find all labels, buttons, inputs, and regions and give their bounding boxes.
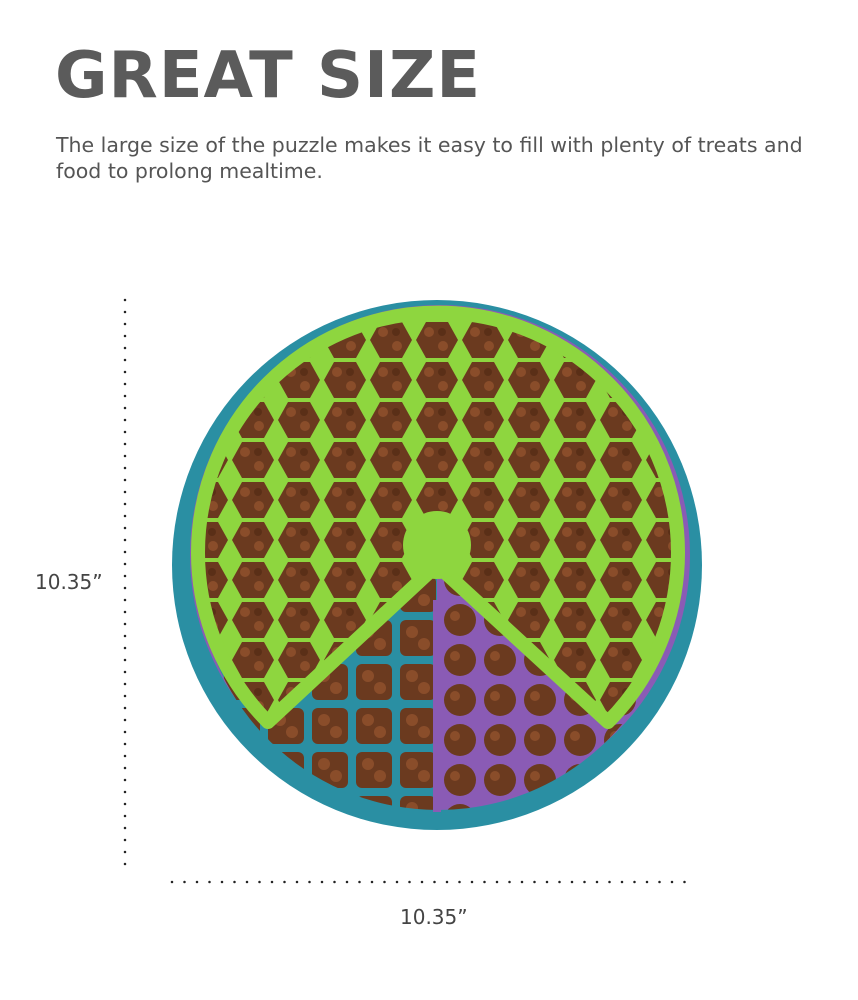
width-label: 10.35” [400,905,468,929]
page-title: GREAT SIZE [55,39,482,113]
height-label: 10.35” [35,570,103,594]
center-logo-disc [403,511,471,579]
description: The large size of the puzzle makes it ea… [56,133,803,183]
puzzle-bowl [172,300,702,830]
